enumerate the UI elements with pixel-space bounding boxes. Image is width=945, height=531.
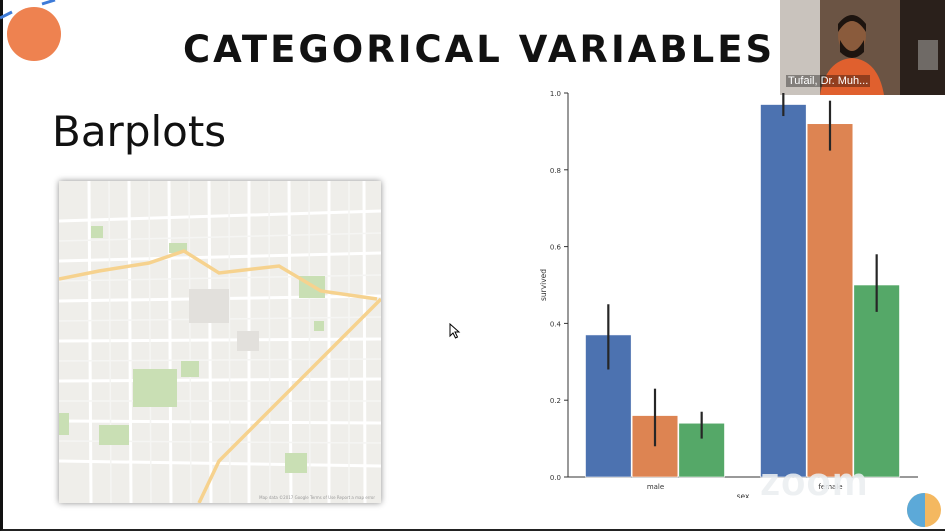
slide-title: CATEGORICAL VARIABLES <box>183 28 776 71</box>
decorative-line <box>0 0 56 20</box>
y-tick-label: 0.6 <box>550 244 562 252</box>
participant-name-label: Tufail, Dr. Muh... <box>786 75 871 87</box>
y-tick-label: 0.0 <box>550 474 561 482</box>
decorative-circle-bottom-right <box>907 493 941 527</box>
x-axis-label: sex <box>737 492 750 498</box>
map-image: Map data ©2017 Google Terms of Use Repor… <box>59 181 381 503</box>
mouse-cursor-icon <box>449 323 461 339</box>
barplot-chart: 0.0 0.2 0.4 0.6 0.8 1.0 survived sex male female <box>539 90 918 498</box>
y-tick-label: 0.8 <box>550 167 561 175</box>
bar-female-1 <box>806 123 854 478</box>
y-tick-label: 0.4 <box>550 320 562 328</box>
participant-video-frame <box>780 0 945 95</box>
street-map-graphic <box>59 181 381 503</box>
x-tick-label-female: female <box>818 483 842 491</box>
y-axis-label: survived <box>539 269 548 301</box>
slide-subtitle: Barplots <box>52 107 227 156</box>
decorative-circle <box>7 7 61 61</box>
bar-female-2 <box>853 284 900 478</box>
x-tick-label-male: male <box>647 483 664 491</box>
y-tick-label: 0.2 <box>550 397 561 405</box>
map-attribution: Map data ©2017 Google Terms of Use Repor… <box>259 495 375 500</box>
bar-female-0 <box>760 104 807 478</box>
zoom-watermark: zoom <box>760 460 869 504</box>
y-tick-label: 1.0 <box>550 90 561 98</box>
webcam-video-tile[interactable]: Tufail, Dr. Muh... <box>780 0 945 95</box>
